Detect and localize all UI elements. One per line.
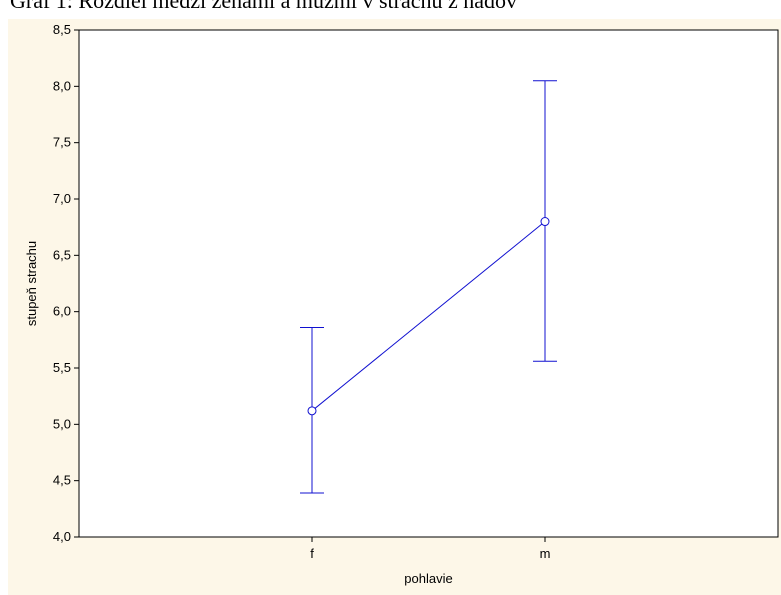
y-tick-label: 6,0	[53, 304, 71, 319]
y-tick-label: 8,0	[53, 78, 71, 93]
y-tick-label: 4,5	[53, 473, 71, 488]
series-layer	[300, 80, 557, 494]
y-axis-ticks: 4,0 4,5 5,0 5,5 6,0 6,5 7,0 7,5 8,0 8,5	[53, 22, 79, 544]
y-tick-label: 8,5	[53, 22, 71, 37]
y-tick-label: 7,0	[53, 191, 71, 206]
y-tick-label: 6,5	[53, 247, 71, 262]
x-axis-label: pohlavie	[404, 571, 452, 586]
y-tick-label: 5,5	[53, 360, 71, 375]
y-axis-label: stupeň strachu	[24, 241, 39, 326]
y-tick-label: 7,5	[53, 135, 71, 150]
chart-title: Graf 1: Rozdiel medzi ženami a mužmi v s…	[10, 0, 518, 13]
y-tick-label: 4,0	[53, 529, 71, 544]
data-point	[540, 217, 550, 227]
x-tick-label: f	[310, 546, 314, 561]
x-tick-label: m	[540, 546, 551, 561]
plot-area	[78, 29, 779, 538]
y-tick-label: 5,0	[53, 416, 71, 431]
data-point	[307, 406, 317, 416]
series-line	[311, 221, 546, 412]
